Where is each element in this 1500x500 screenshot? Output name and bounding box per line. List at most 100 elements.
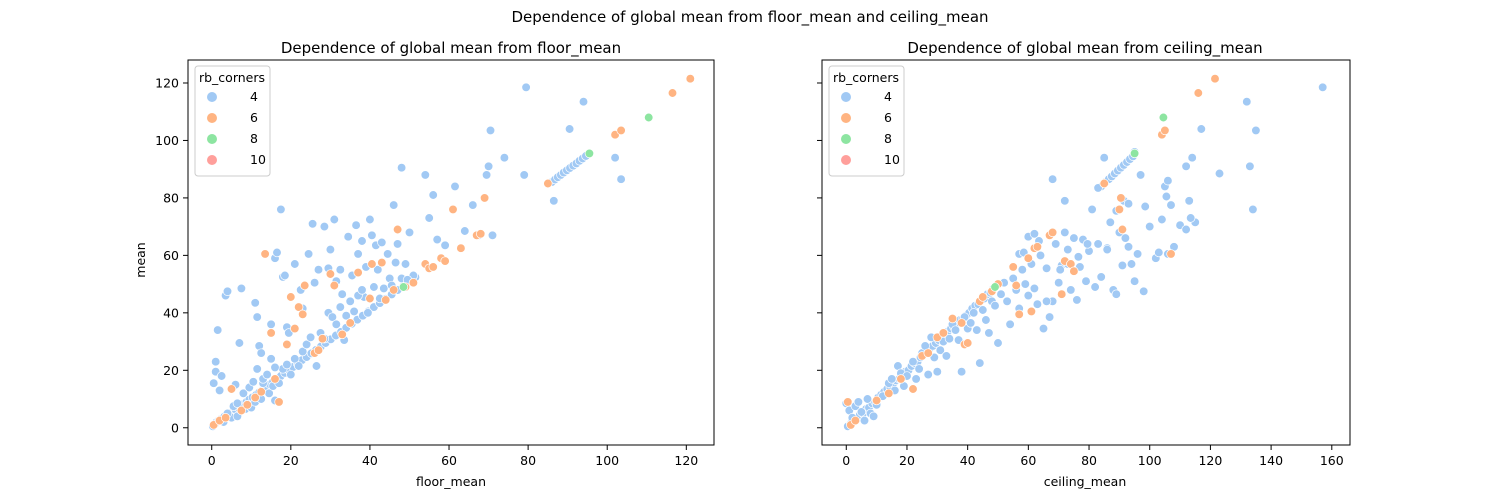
left-point-rb-4	[335, 302, 345, 312]
left-point-rb-6	[260, 249, 270, 259]
right-point-rb-4	[1099, 153, 1109, 163]
right-point-rb-4	[956, 367, 967, 377]
left-point-rb-6	[317, 334, 328, 344]
left-point-rb-4	[211, 357, 221, 367]
right-point-rb-4	[981, 315, 991, 325]
left-point-rb-4	[396, 163, 407, 173]
right-x-tick-label: 60	[1020, 453, 1036, 468]
right-point-rb-6	[1032, 242, 1043, 252]
right-point-rb-4	[1161, 191, 1172, 202]
right-point-rb-4	[1072, 295, 1082, 305]
right-point-rb-4	[950, 325, 961, 335]
left-point-rb-4	[521, 82, 531, 92]
right-x-tick-label: 140	[1259, 453, 1283, 468]
left-y-axis-label: mean	[133, 242, 148, 277]
left-point-rb-4	[236, 283, 247, 294]
right-point-rb-4	[1017, 265, 1027, 275]
left-point-rb-6	[365, 293, 375, 304]
left-y-tick-label: 100	[155, 133, 179, 148]
right-point-rb-4	[1093, 239, 1103, 249]
right-point-rb-6	[1166, 249, 1176, 259]
right-point-rb-4	[975, 358, 985, 368]
left-point-rb-4	[389, 200, 399, 210]
right-point-rb-8	[990, 282, 1000, 292]
left-point-rb-4	[290, 259, 300, 269]
right-point-rb-6	[1069, 266, 1079, 276]
right-point-rb-6	[1210, 74, 1220, 84]
left-point-rb-4	[616, 174, 626, 184]
left-point-rb-4	[252, 364, 262, 374]
left-legend-marker	[207, 134, 217, 144]
left-point-rb-4	[485, 125, 496, 136]
left-point-rb-6	[256, 387, 266, 397]
left-x-axis-label: floor_mean	[416, 474, 486, 489]
right-point-rb-4	[993, 338, 1003, 348]
right-point-rb-4	[984, 328, 994, 338]
left-point-rb-6	[543, 178, 553, 189]
right-point-rb-4	[1081, 276, 1091, 286]
right-legend-label: 10	[884, 152, 900, 167]
left-point-rb-4	[365, 214, 375, 225]
left-point-rb-6	[286, 292, 296, 302]
right-point-rb-4	[1166, 200, 1176, 210]
left-y-tick-label: 20	[163, 363, 179, 378]
right-point-rb-6	[896, 374, 906, 384]
right-point-rb-6	[978, 292, 988, 302]
left-point-rb-4	[424, 213, 434, 223]
right-point-rb-4	[1020, 279, 1030, 289]
right-point-rb-4	[1051, 239, 1061, 249]
left-x-tick-label: 0	[208, 453, 216, 468]
left-point-rb-4	[564, 124, 575, 134]
left-x-tick-label: 80	[520, 453, 536, 468]
left-x-tick-label: 100	[595, 453, 619, 468]
left-point-rb-6	[345, 318, 355, 328]
right-point-rb-4	[1044, 312, 1055, 322]
left-point-rb-6	[270, 374, 280, 384]
left-point-rb-8	[584, 148, 595, 159]
right-point-rb-4	[1184, 196, 1194, 206]
right-point-rb-4	[1069, 233, 1079, 243]
left-point-rb-6	[367, 259, 377, 269]
right-point-rb-4	[1082, 239, 1093, 249]
left-point-rb-4	[345, 296, 355, 306]
right-point-rb-4	[1140, 201, 1150, 212]
right-point-rb-4	[1032, 299, 1043, 309]
right-point-rb-6	[1014, 309, 1024, 319]
right-point-rb-4	[978, 305, 988, 315]
right-point-rb-4	[1139, 286, 1149, 296]
right-legend-label: 8	[884, 131, 892, 146]
left-point-rb-4	[309, 278, 320, 288]
right-point-rb-6	[1193, 88, 1203, 98]
right-point-rb-4	[1145, 221, 1155, 232]
right-point-rb-4	[1242, 97, 1252, 107]
left-point-rb-6	[685, 74, 695, 84]
right-point-rb-4	[1135, 170, 1146, 180]
right-point-rb-4	[862, 394, 873, 404]
left-point-rb-4	[248, 377, 258, 387]
right-point-rb-4	[1029, 283, 1040, 294]
right-point-rb-4	[1054, 278, 1064, 288]
figure-suptitle: Dependence of global mean from floor_mea…	[511, 8, 988, 27]
left-point-rb-4	[377, 237, 387, 248]
right-point-rb-8	[1129, 148, 1140, 159]
right-point-rb-4	[868, 411, 879, 421]
left-legend-marker	[207, 155, 217, 165]
right-point-rb-4	[1181, 224, 1191, 235]
left-point-rb-6	[220, 413, 231, 423]
right-point-rb-4	[1105, 217, 1115, 227]
left-point-rb-6	[428, 262, 438, 272]
left-point-rb-4	[578, 97, 589, 107]
left-point-rb-6	[226, 384, 237, 394]
left-scatter-panel: Dependence of global mean from floor_mea…	[133, 39, 715, 489]
right-point-rb-6	[1057, 289, 1067, 299]
left-point-rb-4	[250, 298, 260, 308]
right-point-rb-4	[1060, 227, 1070, 238]
left-point-rb-4	[266, 319, 276, 329]
right-point-rb-4	[1073, 252, 1084, 262]
right-point-rb-4	[1055, 265, 1065, 275]
left-point-rb-4	[369, 282, 379, 292]
left-point-rb-4	[351, 220, 361, 230]
left-point-rb-4	[519, 170, 529, 180]
left-point-rb-4	[487, 230, 498, 240]
left-point-rb-4	[349, 306, 359, 317]
